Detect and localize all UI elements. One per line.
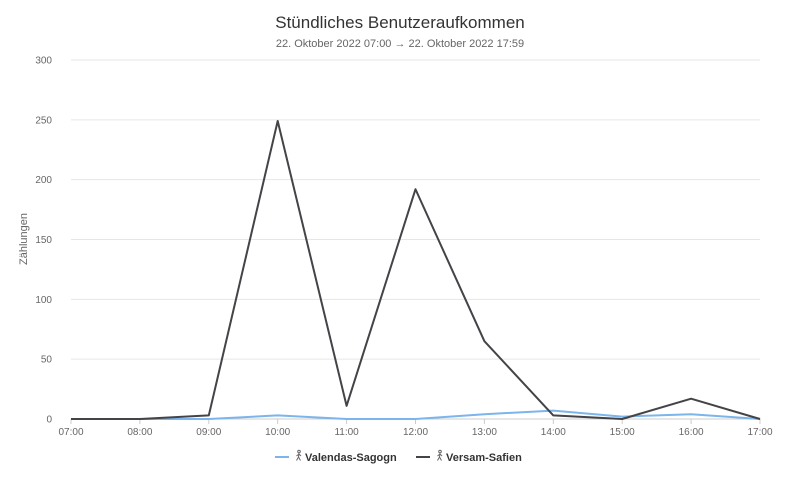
y-tick-label: 300 [35, 56, 52, 67]
grid-lines [71, 59, 760, 420]
pedestrian-icon [437, 449, 443, 461]
x-tick-label: 11:00 [334, 427, 359, 438]
y-tick-label: 50 [41, 355, 53, 366]
legend-label: Versam-Safien [446, 452, 522, 464]
pedestrian-icon [296, 449, 302, 461]
x-tick-label: 07:00 [58, 427, 83, 438]
x-tick-label: 13:00 [472, 427, 497, 438]
x-tick-label: 16:00 [679, 427, 704, 438]
y-tick-label: 250 [35, 115, 52, 126]
legend: Valendas-Sagogn Versam-Safien [275, 449, 522, 464]
y-tick-label: 0 [46, 415, 52, 426]
x-tick-label: 08:00 [127, 427, 152, 438]
x-tick-label: 14:00 [541, 427, 566, 438]
chart-title: Stündliches Benutzeraufkommen [275, 13, 524, 32]
y-tick-label: 200 [35, 175, 52, 186]
x-tick-label: 12:00 [403, 427, 428, 438]
legend-item[interactable]: Versam-Safien [416, 449, 522, 464]
legend-item[interactable]: Valendas-Sagogn [275, 449, 397, 464]
series-lines [71, 120, 761, 420]
x-tick-label: 17:00 [747, 427, 772, 438]
x-axis-ticks: 07:00 08:00 09:00 10:00 11:00 12:00 13:00 14:00… [58, 419, 773, 438]
x-tick-label: 10:00 [265, 427, 290, 438]
y-tick-label: 150 [35, 235, 52, 246]
x-tick-label: 09:00 [196, 427, 221, 438]
y-axis-ticks: 0 50 100 150 200 250 300 [35, 56, 52, 426]
x-tick-label: 15:00 [610, 427, 635, 438]
series-line[interactable] [71, 120, 761, 420]
y-axis-label: Zählungen [18, 213, 30, 265]
series-line[interactable] [71, 409, 761, 420]
y-tick-label: 100 [35, 295, 52, 306]
legend-label: Valendas-Sagogn [305, 452, 397, 464]
chart-subtitle: 22. Oktober 2022 07:00 → 22. Oktober 202… [276, 38, 524, 50]
